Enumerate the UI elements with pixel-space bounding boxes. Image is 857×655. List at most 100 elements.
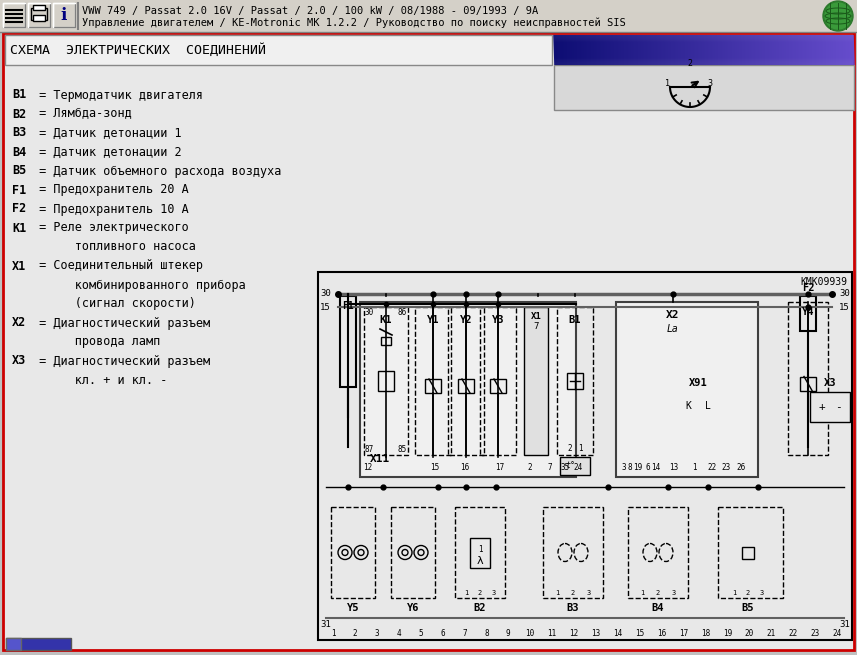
Text: 1: 1 bbox=[464, 590, 468, 596]
Bar bbox=[415, 307, 451, 455]
Text: F1: F1 bbox=[342, 301, 354, 311]
Bar bbox=[742, 546, 754, 559]
Bar bbox=[524, 307, 548, 455]
Text: B2: B2 bbox=[474, 603, 486, 613]
Bar bbox=[3, 3, 25, 27]
Text: 1: 1 bbox=[732, 590, 736, 596]
Text: 21: 21 bbox=[767, 629, 776, 638]
Text: B1: B1 bbox=[12, 88, 27, 102]
Bar bbox=[6, 638, 21, 650]
Text: Y2: Y2 bbox=[459, 315, 472, 325]
Text: X2: X2 bbox=[12, 316, 27, 329]
Bar bbox=[31, 8, 47, 20]
Bar bbox=[788, 302, 828, 455]
Text: 6: 6 bbox=[645, 463, 650, 472]
Text: 17: 17 bbox=[679, 629, 688, 638]
Text: 1: 1 bbox=[692, 463, 696, 472]
Bar bbox=[458, 379, 474, 393]
Text: кл. + и кл. -: кл. + и кл. - bbox=[32, 373, 167, 386]
Text: F2: F2 bbox=[12, 202, 27, 215]
Bar bbox=[425, 379, 441, 393]
Text: 22: 22 bbox=[788, 629, 798, 638]
Text: Y6: Y6 bbox=[407, 603, 419, 613]
Text: X2: X2 bbox=[666, 310, 680, 320]
Text: 23: 23 bbox=[722, 463, 731, 472]
Bar bbox=[28, 3, 50, 27]
Text: 13: 13 bbox=[669, 463, 679, 472]
Bar bbox=[378, 371, 394, 391]
Text: 15: 15 bbox=[320, 303, 331, 312]
Text: 1: 1 bbox=[666, 79, 670, 88]
Text: 2: 2 bbox=[478, 590, 482, 596]
Text: 87: 87 bbox=[365, 445, 375, 454]
Text: = Датчик детонации 2: = Датчик детонации 2 bbox=[32, 145, 182, 159]
Bar bbox=[455, 507, 505, 598]
Text: 10: 10 bbox=[525, 629, 535, 638]
Text: 30: 30 bbox=[365, 308, 375, 317]
Text: B1: B1 bbox=[569, 315, 581, 325]
Text: 3: 3 bbox=[621, 463, 626, 472]
Text: 1: 1 bbox=[640, 590, 644, 596]
Bar bbox=[5, 35, 552, 65]
Bar bbox=[470, 538, 490, 567]
Text: Управление двигателем / KE-Motronic MK 1.2.2 / Руководство по поиску неисправнос: Управление двигателем / KE-Motronic MK 1… bbox=[82, 18, 626, 28]
Text: 8: 8 bbox=[484, 629, 488, 638]
Circle shape bbox=[823, 1, 853, 31]
Bar bbox=[360, 302, 576, 477]
Text: 14: 14 bbox=[651, 463, 661, 472]
Text: Y4: Y4 bbox=[802, 307, 814, 317]
Text: 19: 19 bbox=[633, 463, 643, 472]
Bar bbox=[643, 302, 703, 362]
Text: 17: 17 bbox=[495, 463, 505, 472]
Text: X1: X1 bbox=[12, 259, 27, 272]
Text: 2: 2 bbox=[528, 463, 532, 472]
Text: B4: B4 bbox=[12, 145, 27, 159]
Text: B5: B5 bbox=[742, 603, 754, 613]
Text: провода ламп: провода ламп bbox=[32, 335, 160, 348]
Text: 12: 12 bbox=[569, 629, 578, 638]
Text: 14: 14 bbox=[614, 629, 622, 638]
Text: 2: 2 bbox=[571, 590, 575, 596]
Text: 30: 30 bbox=[839, 290, 850, 299]
Text: 15: 15 bbox=[839, 303, 850, 312]
Bar bbox=[718, 507, 783, 598]
Text: 4: 4 bbox=[397, 629, 401, 638]
Text: = Предохранитель 20 А: = Предохранитель 20 А bbox=[32, 183, 189, 196]
Text: B2: B2 bbox=[12, 107, 27, 121]
Text: +: + bbox=[818, 402, 825, 412]
Text: = Диагностический разъем: = Диагностический разъем bbox=[32, 316, 210, 329]
Text: K1: K1 bbox=[380, 315, 393, 325]
Text: 1: 1 bbox=[578, 444, 582, 453]
Text: B3: B3 bbox=[566, 603, 579, 613]
Text: 1: 1 bbox=[477, 545, 482, 554]
Text: VWW 749 / Passat 2.0 16V / Passat / 2.0 / 100 kW / 08/1988 - 09/1993 / 9A: VWW 749 / Passat 2.0 16V / Passat / 2.0 … bbox=[82, 6, 538, 16]
Text: 16: 16 bbox=[657, 629, 667, 638]
Bar bbox=[33, 5, 45, 10]
Text: 6: 6 bbox=[440, 629, 445, 638]
Text: (сигнал скорости): (сигнал скорости) bbox=[32, 297, 196, 310]
Text: 31: 31 bbox=[839, 620, 850, 629]
Text: 19: 19 bbox=[722, 629, 732, 638]
Bar bbox=[364, 307, 408, 455]
Text: = Диагностический разъем: = Диагностический разъем bbox=[32, 354, 210, 367]
Text: X3: X3 bbox=[12, 354, 27, 367]
Bar bbox=[381, 337, 391, 345]
Text: λ: λ bbox=[476, 555, 483, 565]
Text: топливного насоса: топливного насоса bbox=[32, 240, 196, 253]
Bar bbox=[628, 507, 688, 598]
Bar bbox=[800, 377, 816, 390]
Text: 30: 30 bbox=[320, 290, 331, 299]
Text: 2: 2 bbox=[352, 629, 357, 638]
Text: = Соединительный штекер: = Соединительный штекер bbox=[32, 259, 203, 272]
Text: 24: 24 bbox=[832, 629, 842, 638]
Text: 15: 15 bbox=[430, 463, 440, 472]
Text: F2: F2 bbox=[802, 283, 814, 293]
Bar bbox=[0, 0, 857, 32]
Text: 9: 9 bbox=[506, 629, 511, 638]
Text: t°: t° bbox=[565, 462, 575, 470]
Text: L: L bbox=[705, 401, 711, 411]
Text: 15: 15 bbox=[635, 629, 644, 638]
Bar bbox=[33, 15, 45, 21]
Text: i: i bbox=[61, 7, 67, 24]
Text: 23: 23 bbox=[811, 629, 819, 638]
